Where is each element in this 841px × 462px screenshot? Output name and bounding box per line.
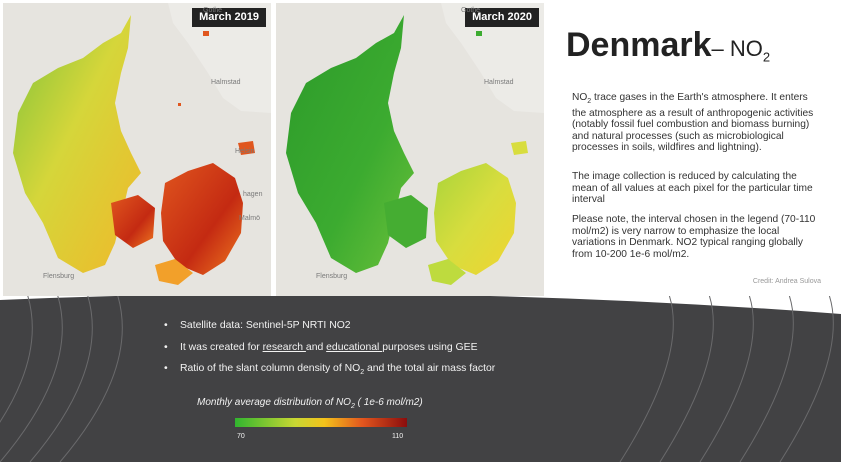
decorative-curves [0,296,841,462]
page-title: Denmark– NO2 [566,28,826,63]
credit-text: Credit: Andrea Sulova [752,278,821,285]
place-label-gothenburg: Gothe [203,7,223,14]
bullet-item: Ratio of the slant column density of NO2… [162,363,495,379]
place-label-flensburg: Flensburg [316,273,348,280]
denmark-map-2020 [276,3,544,296]
place-label-helsingborg: Helsin [235,148,255,155]
legend-min-label: 70 [237,433,245,440]
denmark-map-2019 [3,3,271,296]
place-label-halmstad: Halmstad [484,79,514,86]
legend-max-label: 110 [392,433,404,440]
bullet-item: Satellite data: Sentinel-5P NRTI NO2 [162,320,495,332]
map-date-badge: March 2020 [465,8,539,27]
description-paragraph-1: NO2 trace gases in the Earth's atmospher… [572,92,814,154]
title-main: Denmark [566,26,712,64]
map-march-2019: March 2019 Gothe Halmstad Helsin hagen M… [3,3,271,296]
place-label-gothenburg: Gothe [461,7,481,14]
description-paragraph-2: The image collection is reduced by calcu… [572,171,813,206]
title-subtitle: – NO2 [711,36,771,65]
place-label-copenhagen: hagen [243,191,263,198]
legend-title: Monthly average distribution of NO2 ( 1e… [197,397,423,410]
info-bullet-list: Satellite data: Sentinel-5P NRTI NO2 It … [162,320,495,389]
place-label-malmo: Malmö [239,215,261,222]
place-label-flensburg: Flensburg [43,273,75,280]
bullet-item: It was created for research and educatio… [162,342,495,354]
place-label-halmstad: Halmstad [211,79,241,86]
map-march-2020: March 2020 Gothe Halmstad Flensburg [276,3,544,296]
description-paragraph-3: Please note, the interval chosen in the … [572,214,816,260]
legend-color-bar [235,418,407,427]
map-date-badge: March 2019 [192,8,266,27]
bottom-info-panel: Satellite data: Sentinel-5P NRTI NO2 It … [0,296,841,462]
